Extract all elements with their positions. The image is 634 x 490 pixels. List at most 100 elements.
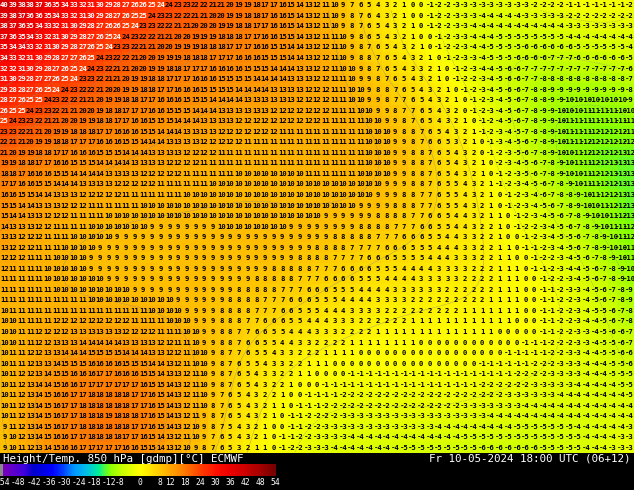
Text: 12: 12	[165, 340, 174, 345]
Text: 10: 10	[226, 202, 235, 209]
Text: 19: 19	[235, 2, 243, 8]
Text: 25: 25	[17, 108, 26, 114]
Text: -5: -5	[417, 445, 425, 451]
Text: 10: 10	[261, 171, 269, 177]
Text: 20: 20	[130, 66, 139, 72]
Text: -3: -3	[608, 24, 617, 29]
Text: 12: 12	[104, 318, 113, 324]
Text: 1: 1	[462, 318, 467, 324]
Text: -4: -4	[573, 424, 582, 430]
Text: 1: 1	[288, 382, 293, 388]
Text: 23: 23	[87, 76, 96, 82]
Text: -1: -1	[521, 350, 530, 356]
Text: 18: 18	[122, 424, 131, 430]
Text: -7: -7	[625, 76, 634, 82]
Text: 12: 12	[17, 245, 26, 251]
Text: 7: 7	[402, 108, 406, 114]
Text: -9: -9	[590, 87, 599, 93]
Text: 12: 12	[183, 403, 191, 409]
Text: -5: -5	[547, 213, 556, 219]
Text: 12: 12	[35, 350, 44, 356]
Text: -6: -6	[590, 266, 599, 272]
Text: 10: 10	[200, 382, 209, 388]
Text: 0: 0	[332, 361, 337, 367]
Text: 13: 13	[17, 223, 26, 230]
Text: -2: -2	[556, 350, 564, 356]
Text: 9: 9	[202, 435, 206, 441]
Text: -11: -11	[571, 118, 584, 124]
Text: 10: 10	[61, 245, 70, 251]
Text: -3: -3	[460, 34, 469, 40]
Text: 10: 10	[304, 213, 313, 219]
Text: 10: 10	[373, 171, 382, 177]
Text: -3: -3	[556, 361, 564, 367]
Text: 13: 13	[235, 108, 243, 114]
Text: 19: 19	[235, 13, 243, 19]
Text: 22: 22	[130, 45, 139, 50]
Text: -4: -4	[617, 424, 625, 430]
Text: 5: 5	[428, 108, 432, 114]
Text: -7: -7	[599, 266, 608, 272]
Text: 3: 3	[367, 308, 372, 314]
Text: 11: 11	[252, 139, 261, 146]
Text: -9: -9	[556, 171, 564, 177]
Text: 7: 7	[428, 202, 432, 209]
Text: 29: 29	[35, 66, 44, 72]
Text: 1: 1	[480, 318, 484, 324]
Text: 19: 19	[243, 2, 252, 8]
Text: -4: -4	[477, 66, 486, 72]
Text: -4: -4	[469, 424, 477, 430]
Text: 0: 0	[375, 350, 380, 356]
Text: 37: 37	[0, 34, 9, 40]
Text: 13: 13	[157, 150, 165, 156]
Text: 10: 10	[0, 350, 9, 356]
Text: 2: 2	[280, 382, 285, 388]
Text: -1: -1	[443, 55, 451, 61]
Text: 11: 11	[104, 202, 113, 209]
Text: 10: 10	[347, 192, 356, 198]
Text: 9: 9	[150, 223, 154, 230]
Text: 12: 12	[313, 66, 321, 72]
Text: 10: 10	[287, 213, 295, 219]
Text: -3: -3	[469, 2, 477, 8]
Text: 1: 1	[341, 350, 346, 356]
Text: 10: 10	[365, 118, 373, 124]
Text: -4: -4	[495, 13, 504, 19]
Text: 10: 10	[209, 192, 217, 198]
Text: 9: 9	[254, 266, 259, 272]
Text: 12: 12	[139, 171, 148, 177]
Text: 13: 13	[35, 202, 44, 209]
Text: 20: 20	[174, 34, 183, 40]
Text: 13: 13	[304, 66, 313, 72]
Text: 11: 11	[157, 318, 165, 324]
Text: 12: 12	[243, 118, 252, 124]
Text: 9: 9	[402, 181, 406, 188]
Text: 9: 9	[288, 234, 293, 240]
Text: -2: -2	[538, 255, 547, 261]
Text: 9: 9	[193, 445, 198, 451]
Text: 10: 10	[330, 202, 339, 209]
Text: 15: 15	[157, 424, 165, 430]
Text: -1: -1	[486, 139, 495, 146]
Text: 0: 0	[471, 350, 476, 356]
Text: 1: 1	[280, 392, 285, 398]
Text: -2: -2	[503, 382, 512, 388]
Text: 2: 2	[471, 287, 476, 293]
Text: -1: -1	[538, 350, 547, 356]
Text: 6: 6	[254, 329, 259, 335]
Text: 9: 9	[236, 245, 241, 251]
Text: -12: -12	[597, 160, 610, 167]
Text: 13: 13	[96, 329, 104, 335]
Text: 8: 8	[280, 276, 285, 282]
Text: 10: 10	[226, 223, 235, 230]
Text: 1: 1	[480, 308, 484, 314]
Text: -1: -1	[460, 371, 469, 377]
Text: 9: 9	[202, 329, 206, 335]
Text: 3: 3	[315, 329, 319, 335]
Text: 14: 14	[43, 445, 52, 451]
Text: 5: 5	[236, 414, 241, 419]
Text: 0: 0	[497, 340, 501, 345]
Text: 1: 1	[262, 445, 267, 451]
Text: 16: 16	[261, 45, 269, 50]
Text: 0: 0	[323, 371, 328, 377]
